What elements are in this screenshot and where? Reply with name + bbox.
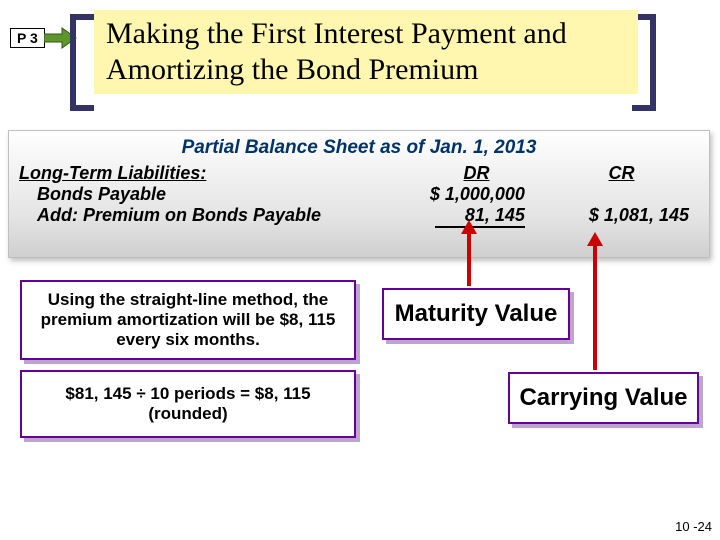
dr-header: DR [409,163,544,184]
method-note-box: Using the straight-line method, the prem… [20,280,356,360]
cr-header: CR [544,163,699,184]
bonds-payable-cr [545,184,709,205]
section-label: Long-Term Liabilities: [9,163,409,184]
p3-badge: P 3 [10,28,45,48]
slide-title: Making the First Interest Payment and Am… [94,10,638,94]
calculation-box: $81, 145 ÷ 10 periods = $8, 115 (rounded… [20,370,356,438]
bonds-payable-label: Bonds Payable [9,184,399,205]
balance-sheet-heading: Partial Balance Sheet as of Jan. 1, 2013 [9,137,709,159]
maturity-value-box: Maturity Value [382,288,570,340]
title-container: Making the First Interest Payment and Am… [78,10,638,94]
bonds-payable-dr: $ 1,000,000 [399,184,544,205]
carrying-value-box: Carrying Value [508,372,699,424]
maturity-arrow-icon [457,220,481,290]
table-header-row: Long-Term Liabilities: DR CR [9,163,709,184]
page-number: 10 -24 [675,519,712,534]
balance-sheet-table: Long-Term Liabilities: DR CR Bonds Payab… [9,163,709,228]
table-row: Bonds Payable $ 1,000,000 [9,184,709,205]
premium-label: Add: Premium on Bonds Payable [9,205,399,228]
premium-cr: $ 1,081, 145 [545,205,709,228]
carrying-arrow-icon [580,232,610,374]
table-row: Add: Premium on Bonds Payable 81, 145 $ … [9,205,709,228]
